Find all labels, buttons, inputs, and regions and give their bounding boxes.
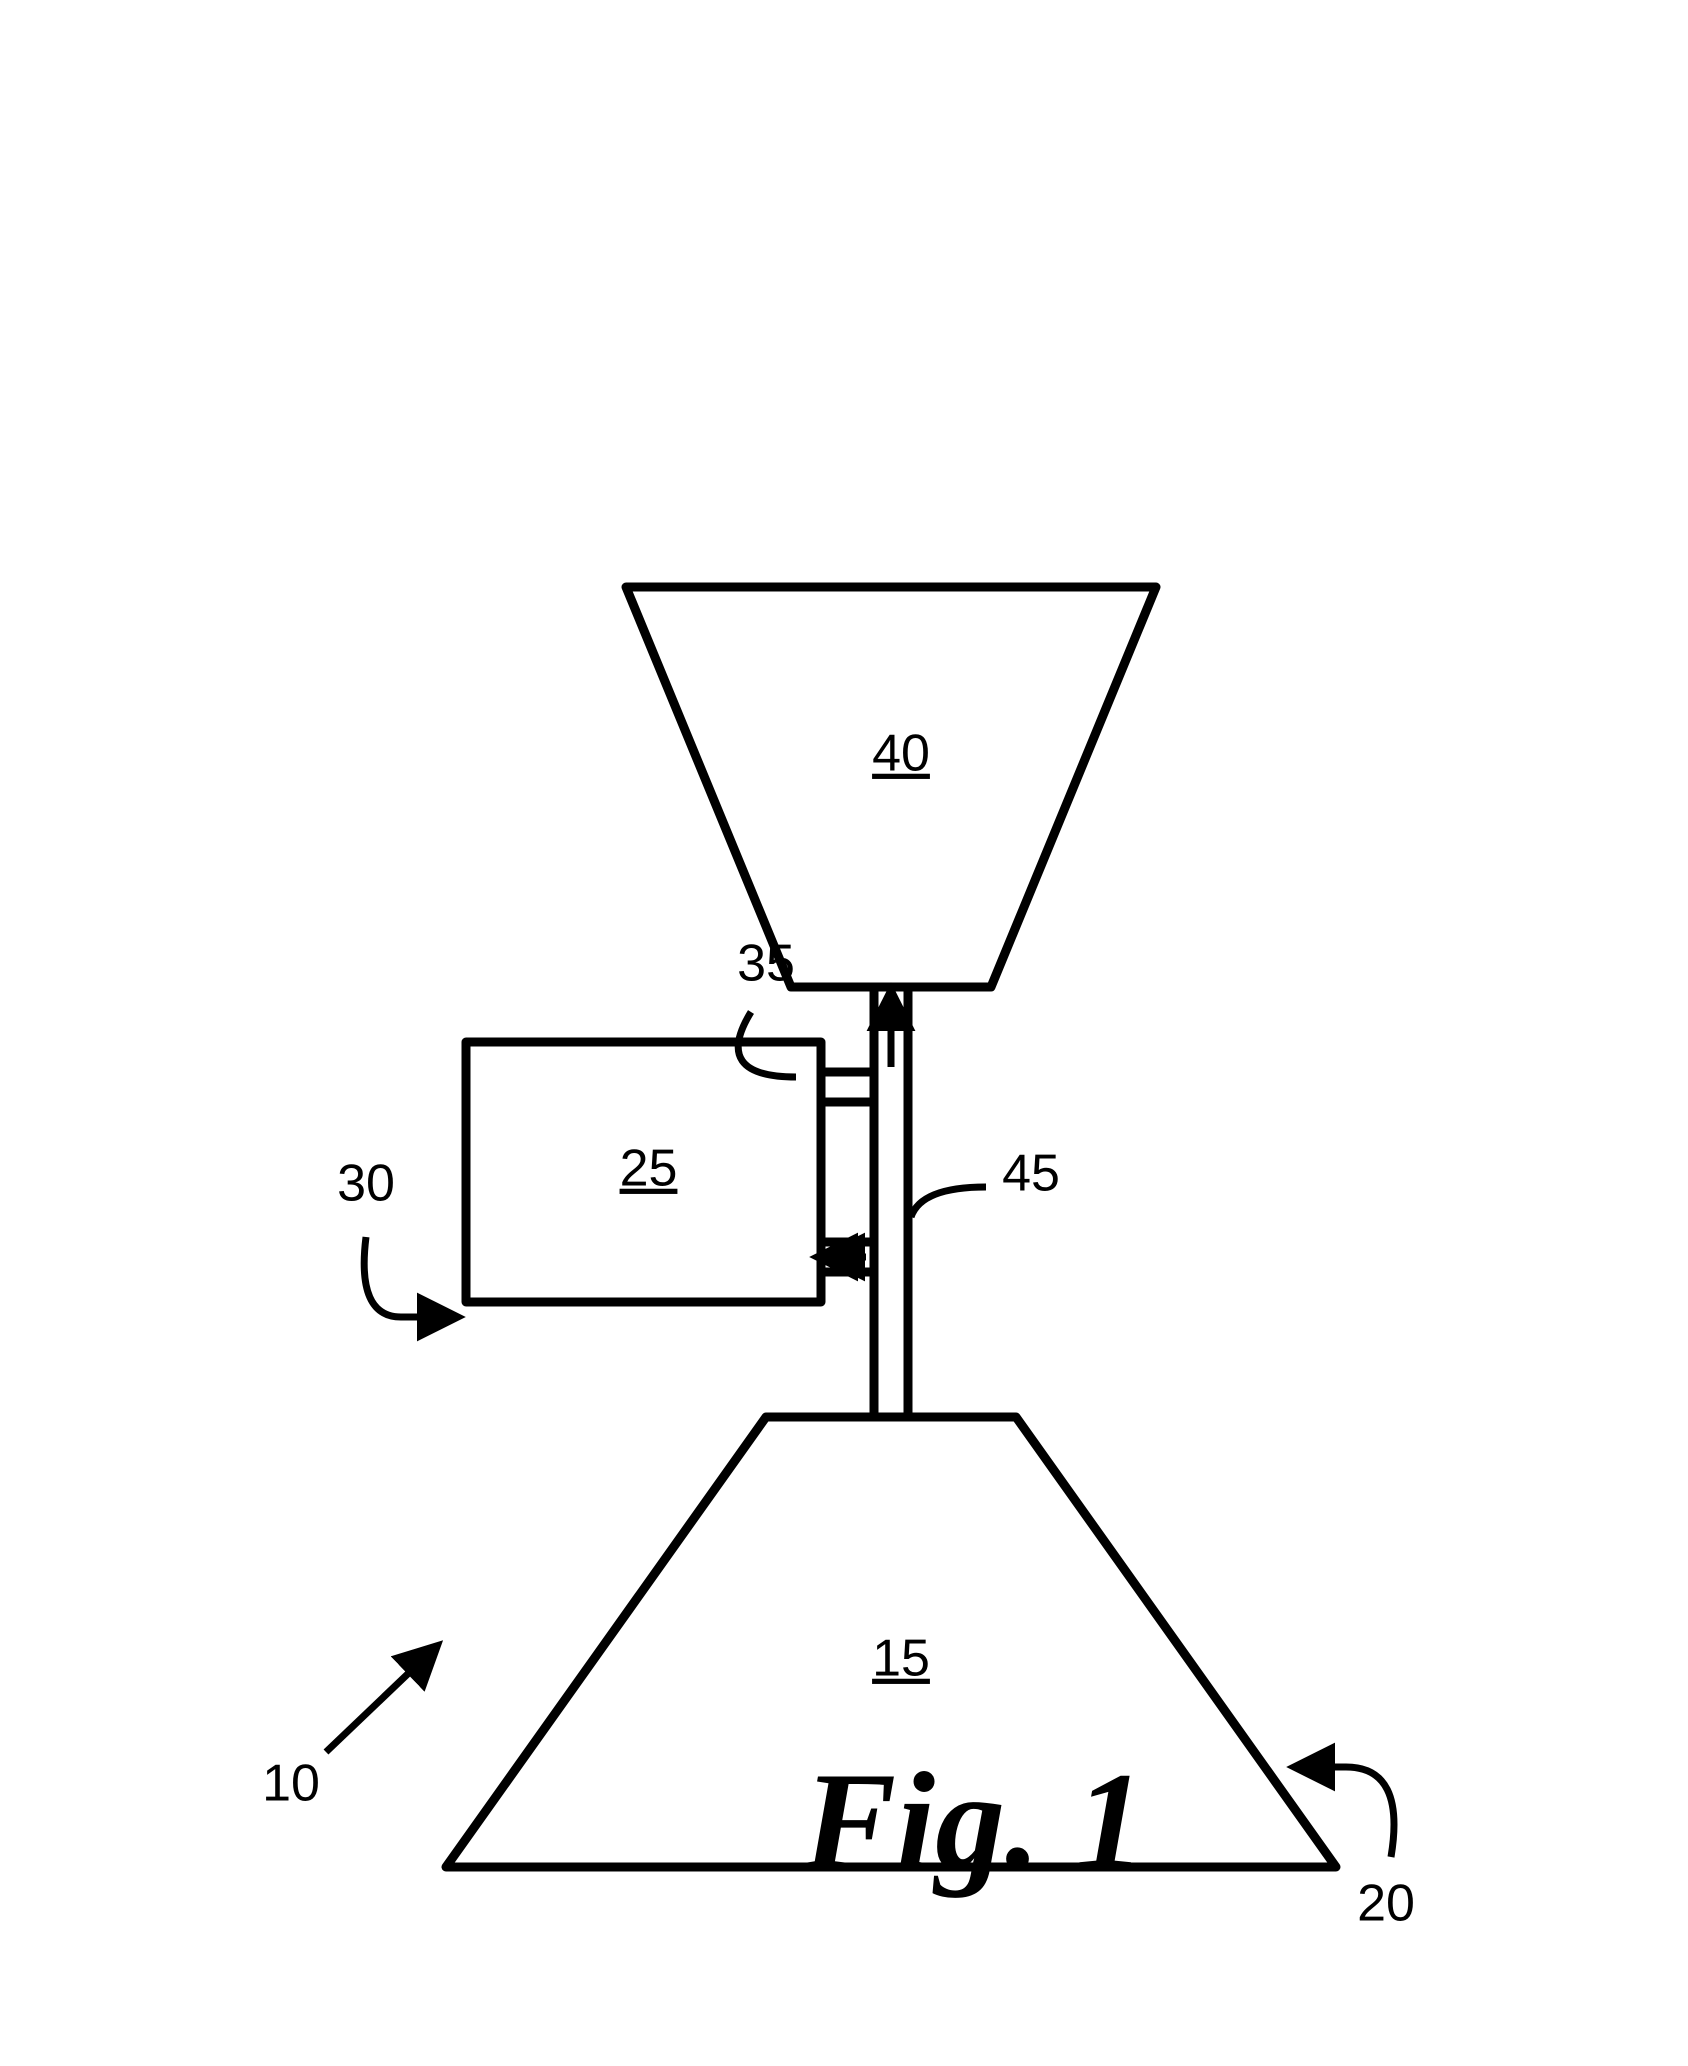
compressor-label: 15 — [872, 1630, 930, 1688]
turbine-block — [626, 587, 1156, 987]
turbine-label: 40 — [872, 725, 930, 783]
leader-45 — [911, 1187, 986, 1217]
combustor-label: 25 — [620, 1140, 678, 1198]
ref-labels.fortyfive.text: 45 — [1002, 1145, 1060, 1203]
ref-labels.thirtyfive.text: 35 — [737, 935, 795, 993]
ref-labels.ten.text: 10 — [262, 1755, 320, 1813]
leader-10 — [326, 1647, 436, 1752]
leader-20-curve — [1346, 1767, 1394, 1857]
leader-30-curve — [364, 1237, 401, 1317]
figure-caption: Fig. 1 — [802, 1744, 1145, 1899]
ref-labels.twenty.text: 20 — [1357, 1875, 1415, 1933]
ref-labels.thirty.text: 30 — [337, 1155, 395, 1213]
